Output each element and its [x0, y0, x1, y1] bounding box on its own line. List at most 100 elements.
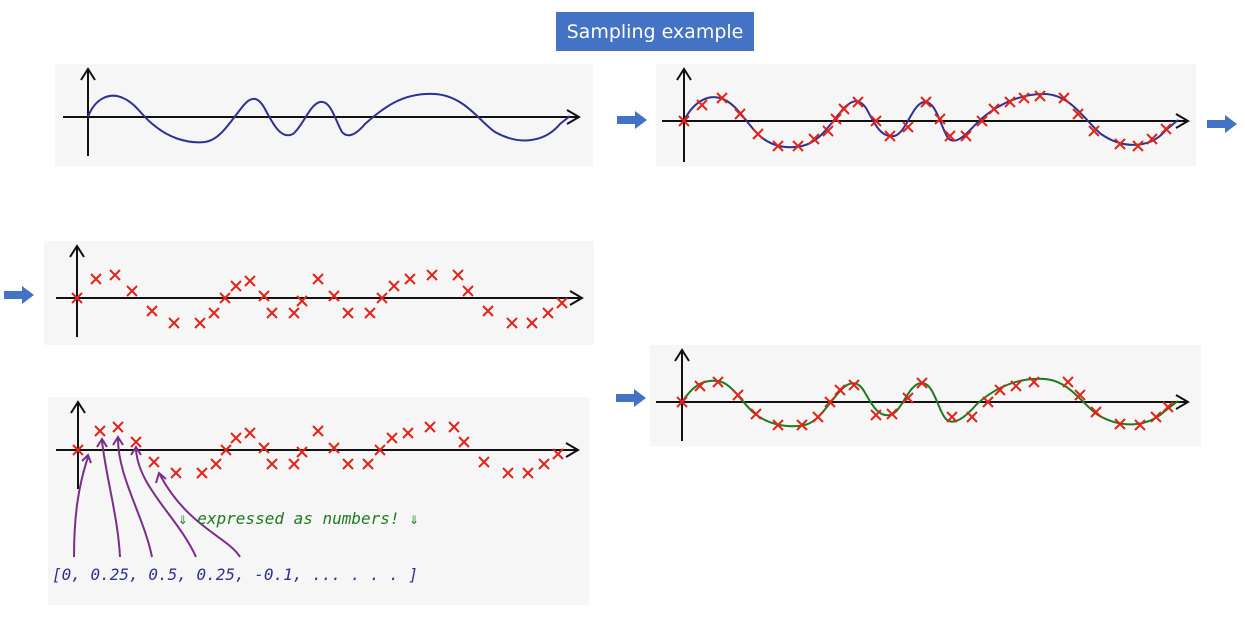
sample-mark [448, 421, 460, 433]
x-axis-arrowhead [566, 109, 581, 125]
sample-mark [902, 392, 914, 404]
annotation-arrow [117, 438, 153, 558]
flow-arrow-icon [4, 286, 34, 304]
sample-mark [210, 458, 222, 470]
sample-mark [266, 458, 278, 470]
continuous-signal-plot [63, 67, 581, 156]
sample-mark [364, 307, 376, 319]
samples-as-numbers-plot: ⇓ expressed as numbers! ⇓ [0, 0.25, 0.5,… [52, 400, 580, 584]
sample-mark [870, 409, 882, 421]
sample-mark [1088, 125, 1100, 137]
flow-arrow-icon [616, 389, 646, 407]
sample-mark [1090, 406, 1102, 418]
sampled-signal-plot [662, 67, 1190, 162]
sample-mark [694, 380, 706, 392]
sample-mark [946, 411, 958, 423]
sample-mark [542, 307, 554, 319]
sample-mark [812, 411, 824, 423]
sample-mark [71, 292, 83, 304]
sample-mark [1132, 140, 1144, 152]
sample-mark [109, 269, 121, 281]
sample-mark [148, 456, 160, 468]
sample-mark [328, 290, 340, 302]
sample-mark [834, 384, 846, 396]
sample-mark [288, 307, 300, 319]
annotation-arrowhead [96, 437, 108, 448]
sample-mark [462, 285, 474, 297]
sample-mark [916, 377, 928, 389]
sample-mark [808, 133, 820, 145]
sample-mark [830, 113, 842, 125]
sample-mark [1018, 92, 1030, 104]
sample-mark [404, 273, 416, 285]
sample-mark [1074, 389, 1086, 401]
sample-mark [902, 121, 914, 133]
sample-mark [1004, 96, 1016, 108]
sample-mark [960, 130, 972, 142]
sample-marks [72, 421, 564, 479]
sample-mark [502, 467, 514, 479]
x-axis-arrowhead [565, 442, 580, 458]
flow-arrow-icon [617, 111, 647, 129]
sample-mark [374, 444, 386, 456]
sample-mark [478, 456, 490, 468]
sample-mark [90, 273, 102, 285]
sample-mark [676, 396, 688, 408]
sample-mark [230, 280, 242, 292]
y-axis-arrowhead [69, 244, 85, 258]
sample-mark [792, 140, 804, 152]
annotation-arrowhead [112, 435, 124, 446]
sample-mark [712, 376, 724, 388]
continuous-signal-panel [55, 64, 593, 166]
sample-mark [426, 269, 438, 281]
sample-mark [982, 396, 994, 408]
sample-mark [244, 427, 256, 439]
sample-mark [824, 396, 836, 408]
sample-mark [976, 115, 988, 127]
sample-mark [870, 115, 882, 127]
sample-mark [342, 307, 354, 319]
sample-mark [988, 103, 1000, 115]
sample-mark [966, 411, 978, 423]
sample-mark [552, 448, 564, 460]
flow-arrow-icon [1207, 115, 1237, 133]
sample-mark [1062, 376, 1074, 388]
sample-mark [376, 292, 388, 304]
sample-mark [126, 285, 138, 297]
sample-mark [884, 130, 896, 142]
sample-to-value-arrows [73, 435, 241, 558]
sample-mark [112, 421, 124, 433]
sample-mark [1162, 401, 1174, 413]
sample-mark [458, 436, 470, 448]
sample-mark [522, 467, 534, 479]
sample-mark [94, 425, 106, 437]
reconstructed-signal-panel [650, 345, 1201, 446]
sample-mark [312, 273, 324, 285]
sample-mark [219, 292, 231, 304]
sample-mark [362, 458, 374, 470]
annotation-arrow [135, 448, 197, 558]
sample-mark [1028, 376, 1040, 388]
annotation-arrowhead [130, 445, 142, 456]
y-axis-arrowhead [674, 348, 690, 362]
sample-mark [848, 379, 860, 391]
sample-mark [424, 421, 436, 433]
sample-mark [852, 96, 864, 108]
sample-marks [71, 269, 568, 329]
annotation-arrowhead [155, 471, 167, 484]
sample-mark [312, 425, 324, 437]
sample-mark [822, 125, 834, 137]
x-axis-arrowhead [1175, 394, 1190, 410]
y-axis-arrowhead [676, 67, 692, 81]
reconstructed-signal-plot [656, 348, 1190, 441]
sample-mark [750, 408, 762, 420]
sample-mark [734, 108, 746, 120]
annotation-arrow [101, 440, 121, 558]
sampled-signal-panel [656, 64, 1196, 166]
sample-mark [506, 317, 518, 329]
sample-mark [796, 419, 808, 431]
sample-mark [526, 317, 538, 329]
sample-mark [1034, 90, 1046, 102]
sample-mark [1150, 411, 1162, 423]
sample-mark [1114, 138, 1126, 150]
